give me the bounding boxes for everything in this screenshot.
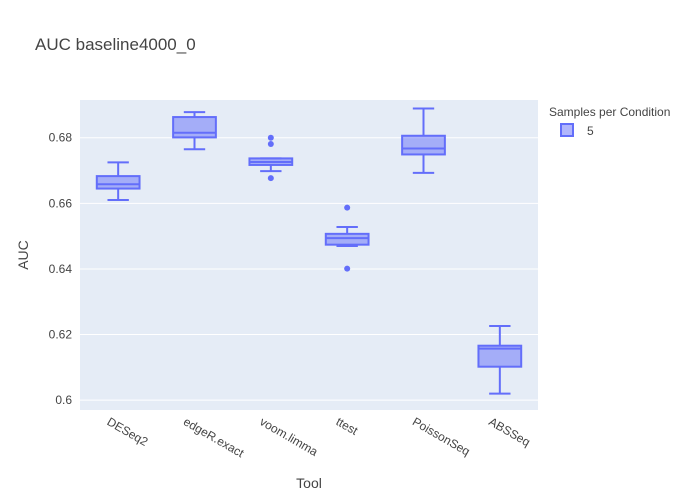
y-axis-title: AUC bbox=[15, 240, 31, 270]
iqr-box bbox=[324, 232, 370, 246]
outlier-point[interactable] bbox=[344, 265, 351, 272]
box-ABSSeq[interactable] bbox=[477, 325, 523, 395]
box-PoissonSeq[interactable] bbox=[401, 107, 446, 174]
box-DESeq2[interactable] bbox=[95, 161, 141, 202]
iqr-box bbox=[401, 134, 446, 156]
legend-entry-label: 5 bbox=[587, 124, 594, 138]
plot-background bbox=[80, 100, 538, 410]
y-axis-ticks: 0.6 0.62 0.64 0.66 0.68 bbox=[49, 131, 73, 407]
y-tick-label: 0.6 bbox=[55, 393, 72, 407]
outlier-point[interactable] bbox=[267, 175, 274, 182]
legend-swatch[interactable] bbox=[560, 123, 574, 137]
x-tick-label: ABSSeq bbox=[486, 414, 532, 449]
x-axis-title: Tool bbox=[296, 475, 322, 491]
box-series bbox=[95, 107, 523, 395]
x-tick-label: ttest bbox=[334, 414, 361, 438]
x-axis-ticks: DESeq2 edgeR.exact voom.limma ttest PoissonS… bbox=[105, 414, 533, 460]
x-tick-label: edgeR.exact bbox=[181, 414, 247, 460]
outlier-point[interactable] bbox=[267, 140, 274, 147]
box-ttest[interactable] bbox=[324, 204, 370, 272]
legend-title: Samples per Condition bbox=[549, 105, 670, 119]
y-tick-label: 0.62 bbox=[49, 328, 73, 342]
y-tick-label: 0.64 bbox=[49, 262, 73, 276]
y-tick-label: 0.68 bbox=[49, 131, 73, 145]
outlier-point[interactable] bbox=[267, 134, 274, 141]
y-tick-label: 0.66 bbox=[49, 196, 73, 210]
x-tick-label: DESeq2 bbox=[105, 414, 151, 449]
iqr-box bbox=[95, 175, 141, 190]
iqr-box bbox=[172, 116, 217, 139]
x-tick-label: voom.limma bbox=[257, 414, 320, 459]
x-tick-label: PoissonSeq bbox=[410, 414, 472, 458]
iqr-box bbox=[477, 344, 523, 368]
box-edgeR.exact[interactable] bbox=[172, 111, 217, 151]
box-voom.limma[interactable] bbox=[248, 134, 294, 182]
grid-lines bbox=[80, 137, 538, 401]
outlier-point[interactable] bbox=[344, 204, 351, 211]
legend[interactable]: Samples per Condition 5 bbox=[549, 105, 670, 138]
chart-title: AUC baseline4000_0 bbox=[35, 35, 196, 54]
